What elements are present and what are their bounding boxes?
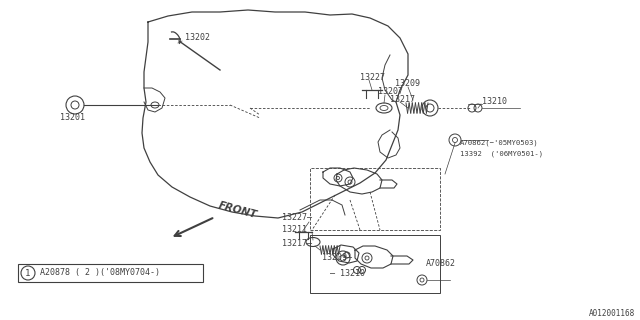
Text: 13210: 13210	[482, 97, 507, 106]
Text: 13201: 13201	[60, 114, 85, 123]
Text: 13217–: 13217–	[282, 238, 312, 247]
Bar	[310, 168, 440, 230]
Text: 13227–: 13227–	[282, 213, 312, 222]
Bar	[310, 235, 440, 293]
Text: A012001168: A012001168	[589, 308, 635, 317]
Bar	[18, 264, 203, 282]
Text: 13202: 13202	[185, 34, 210, 43]
Text: 13211: 13211	[282, 225, 307, 234]
Text: 13392  ('06MY0501-): 13392 ('06MY0501-)	[460, 151, 543, 157]
Text: 13209: 13209	[395, 79, 420, 89]
Text: 1: 1	[26, 268, 31, 277]
Text: FRONT: FRONT	[217, 200, 258, 220]
Text: 13227: 13227	[360, 73, 385, 82]
Text: – 13210: – 13210	[330, 268, 365, 277]
Text: 13207: 13207	[378, 87, 403, 97]
Text: 13217: 13217	[390, 94, 415, 103]
Text: A20878 ( 2 )('08MY0704-): A20878 ( 2 )('08MY0704-)	[40, 268, 160, 277]
Text: 13209–: 13209–	[322, 253, 352, 262]
Text: A70862(−'05MY0503): A70862(−'05MY0503)	[460, 140, 539, 146]
Text: A70862: A70862	[426, 260, 456, 268]
